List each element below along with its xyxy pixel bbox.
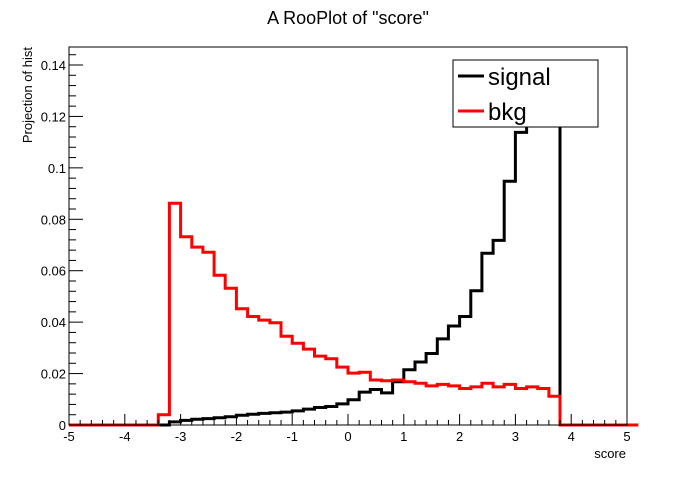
plot-group xyxy=(69,111,639,427)
x-tick-label: 4 xyxy=(568,429,575,444)
y-axis-label: Projection of hist xyxy=(20,47,35,143)
x-tick-label: 0 xyxy=(344,429,351,444)
chart-title: A RooPlot of "score" xyxy=(267,8,429,28)
series-line-bkg xyxy=(69,201,639,427)
y-tick-label: 0.04 xyxy=(41,315,66,330)
x-tick-label: -3 xyxy=(175,429,187,444)
y-tick-label: 0.14 xyxy=(41,58,66,73)
y-tick-label: 0 xyxy=(59,418,66,433)
y-tick-label: 0.12 xyxy=(41,109,66,124)
x-tick-label: 3 xyxy=(512,429,519,444)
y-tick-label: 0.1 xyxy=(48,161,66,176)
x-tick-label: 1 xyxy=(400,429,407,444)
legend-box xyxy=(452,59,599,128)
x-axis-label: score xyxy=(594,446,626,461)
x-tick-label: 2 xyxy=(456,429,463,444)
axes-group: -5 -4 -3 -2 -1 0 1 2 3 4 5 0 0.02 0.04 0.06 0.08 0.1 0.12… xyxy=(41,46,631,444)
x-tick-label: -1 xyxy=(286,429,298,444)
x-tick-label: -5 xyxy=(63,429,75,444)
x-tick-label: 5 xyxy=(623,429,630,444)
x-tick-label: -4 xyxy=(119,429,131,444)
legend: signal bkg xyxy=(452,59,599,128)
x-tick-label: -2 xyxy=(231,429,243,444)
legend-bkg-label: bkg xyxy=(488,99,527,126)
y-tick-label: 0.08 xyxy=(41,212,66,227)
series-line-signal xyxy=(69,111,639,427)
y-tick-label: 0.06 xyxy=(41,264,66,279)
legend-signal-label: signal xyxy=(488,64,551,91)
y-tick-label: 0.02 xyxy=(41,367,66,382)
